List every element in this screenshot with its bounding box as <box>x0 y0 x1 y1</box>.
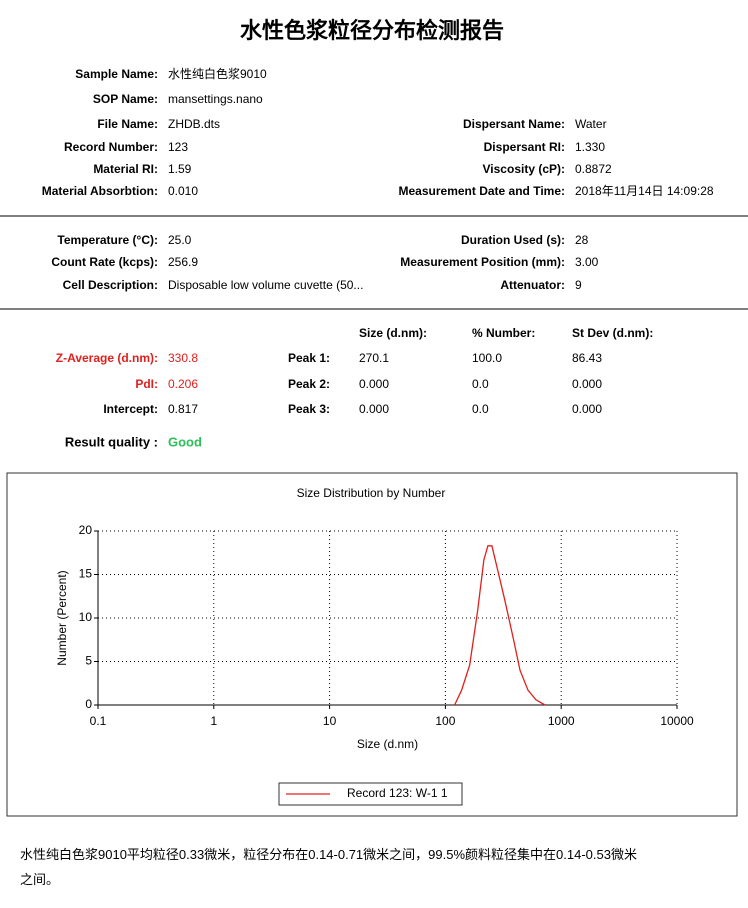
column-header: St Dev (d.nm): <box>572 326 653 340</box>
field-label: Intercept: <box>103 402 158 416</box>
field-label: Measurement Date and Time: <box>399 184 566 198</box>
field-value: 28 <box>575 233 589 247</box>
peak-value: 0.000 <box>359 377 389 391</box>
data-line <box>454 545 546 706</box>
field-label: PdI: <box>135 377 158 391</box>
peak-value: 0.0 <box>472 402 489 416</box>
column-header: % Number: <box>472 326 535 340</box>
conclusion: 水性纯白色浆9010平均粒径0.33微米，粒径分布在0.14-0.71微米之间，… <box>20 847 637 887</box>
field-label: Dispersant Name: <box>463 117 565 131</box>
field-value: 0.206 <box>168 377 198 391</box>
report-title: 水性色浆粒径分布检测报告 <box>240 18 504 43</box>
y-tick-label: 10 <box>79 610 93 624</box>
legend-label: Record 123: W-1 1 <box>347 786 448 800</box>
field-label: Z-Average (d.nm): <box>56 351 158 365</box>
field-value: 123 <box>168 140 188 154</box>
x-tick-label: 10 <box>323 714 337 728</box>
quality-label: Result quality : <box>65 434 158 449</box>
column-header: Size (d.nm): <box>359 326 427 340</box>
legend-box <box>278 782 463 806</box>
field-label: Measurement Position (mm): <box>400 255 565 269</box>
x-tick-label: 0.1 <box>90 714 107 728</box>
field-label: SOP Name: <box>93 92 158 106</box>
quality-value: Good <box>168 434 202 449</box>
field-value: ZHDB.dts <box>168 117 220 131</box>
peak-value: 100.0 <box>472 351 502 365</box>
y-tick-label: 20 <box>79 523 93 537</box>
field-value: Water <box>575 117 607 131</box>
field-value: 25.0 <box>168 233 192 247</box>
field-label: Cell Description: <box>63 278 158 292</box>
peak-label: Peak 3: <box>288 402 330 416</box>
field-label: Viscosity (cP): <box>483 162 565 176</box>
x-tick-label: 100 <box>435 714 455 728</box>
field-label: Sample Name: <box>75 67 158 81</box>
y-tick-label: 0 <box>85 697 92 711</box>
field-value: 256.9 <box>168 255 198 269</box>
field-value: Disposable low volume cuvette (50... <box>168 278 363 292</box>
chart-frame <box>6 472 738 817</box>
field-value: 1.59 <box>168 162 192 176</box>
peak-label: Peak 1: <box>288 351 330 365</box>
field-label: Dispersant RI: <box>484 140 565 154</box>
field-value: 2018年11月14日 14:09:28 <box>575 184 714 198</box>
field-value: 0.010 <box>168 184 198 198</box>
field-label: Count Rate (kcps): <box>51 255 158 269</box>
peak-value: 86.43 <box>572 351 602 365</box>
field-label: Material RI: <box>93 162 158 176</box>
field-value: 9 <box>575 278 582 292</box>
x-tick-label: 1000 <box>548 714 575 728</box>
field-label: File Name: <box>97 117 158 131</box>
y-tick-label: 15 <box>79 567 93 581</box>
peak-value: 0.000 <box>572 402 602 416</box>
x-tick-label: 1 <box>210 714 217 728</box>
y-axis-label: Number (Percent) <box>55 570 69 665</box>
field-value: 水性纯白色浆9010 <box>168 66 267 81</box>
x-axis-label: Size (d.nm) <box>357 737 418 751</box>
chart-title: Size Distribution by Number <box>297 486 446 500</box>
x-tick-label: 10000 <box>660 714 694 728</box>
field-label: Temperature (°C): <box>57 233 158 247</box>
field-value: 0.8872 <box>575 162 612 176</box>
peak-value: 0.0 <box>472 377 489 391</box>
field-value: 1.330 <box>575 140 605 154</box>
y-tick-label: 5 <box>85 654 92 668</box>
field-value: 0.817 <box>168 402 198 416</box>
field-value: 3.00 <box>575 255 599 269</box>
peak-value: 0.000 <box>572 377 602 391</box>
field-label: Duration Used (s): <box>461 233 565 247</box>
peak-value: 0.000 <box>359 402 389 416</box>
field-value: 330.8 <box>168 351 198 365</box>
field-label: Material Absorbtion: <box>42 184 158 198</box>
field-value: mansettings.nano <box>168 92 263 106</box>
field-label: Record Number: <box>64 140 158 154</box>
peak-value: 270.1 <box>359 351 389 365</box>
peak-label: Peak 2: <box>288 377 330 391</box>
field-label: Attenuator: <box>500 278 565 292</box>
